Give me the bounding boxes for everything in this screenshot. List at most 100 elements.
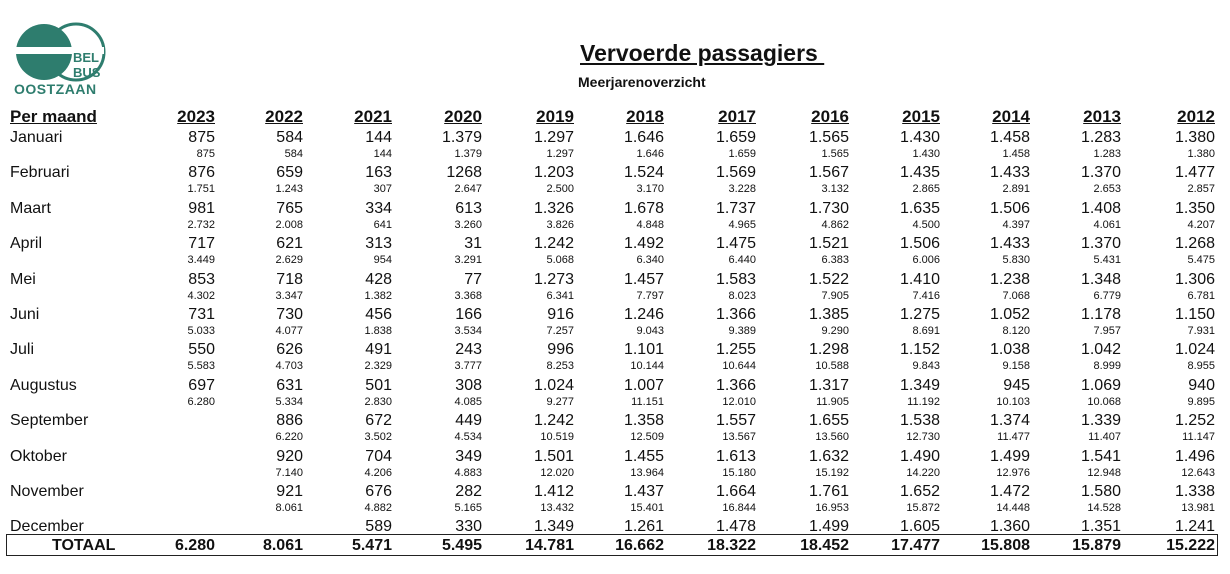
monthly-value-cell: 1.283 <box>1080 129 1121 146</box>
monthly-value-cell: 1.268 <box>1174 235 1215 253</box>
page-title: Vervoerde passagiers <box>580 40 825 66</box>
month-label: December <box>10 518 84 536</box>
monthly-value-cell: 996 <box>547 341 574 359</box>
monthly-value-cell: 166 <box>455 306 482 323</box>
cumulative-value-cell: 2.891 <box>1002 183 1030 196</box>
monthly-value-cell: 349 <box>455 447 482 465</box>
cumulative-value-cell: 7.257 <box>546 325 574 337</box>
monthly-value-cell: 1.380 <box>1174 129 1215 146</box>
cumulative-value-cell: 1.565 <box>821 148 849 160</box>
row-header-label: Per maand <box>10 107 97 126</box>
monthly-value-cell: 1.430 <box>899 129 940 146</box>
cumulative-value-cell: 7.931 <box>1187 325 1215 337</box>
cumulative-value-cell: 6.220 <box>275 431 303 444</box>
monthly-value-cell: 1.501 <box>533 447 574 465</box>
cumulative-value-cell: 9.895 <box>1187 395 1215 408</box>
total-value-cell: 17.477 <box>891 537 940 554</box>
monthly-value-cell: 1.385 <box>808 306 849 323</box>
cumulative-value-cell: 4.883 <box>454 466 482 479</box>
cumulative-value-cell: 2.830 <box>364 395 392 408</box>
cumulative-value-cell: 4.862 <box>821 218 849 231</box>
cumulative-value-cell: 14.528 <box>1087 502 1121 514</box>
monthly-value-cell: 1.583 <box>715 270 756 288</box>
monthly-value-cell: 1.490 <box>899 447 940 465</box>
cumulative-value-cell: 10.588 <box>815 360 849 373</box>
monthly-value-cell: 1.261 <box>623 518 664 536</box>
cumulative-value-cell: 9.389 <box>728 325 756 337</box>
monthly-value-cell: 1.477 <box>1174 164 1215 182</box>
monthly-value-cell: 717 <box>188 235 215 253</box>
cumulative-value-cell: 10.519 <box>540 431 574 444</box>
monthly-value-cell: 1.349 <box>533 518 574 536</box>
cumulative-value-cell: 13.981 <box>1181 502 1215 514</box>
monthly-value-cell: 1.635 <box>899 199 940 217</box>
cumulative-value-cell: 8.955 <box>1187 360 1215 373</box>
monthly-value-cell: 621 <box>276 235 303 253</box>
year-header-2012: 2012 <box>1177 107 1215 126</box>
total-label: TOTAAL <box>52 537 116 554</box>
cumulative-value-cell: 8.120 <box>1002 325 1030 337</box>
monthly-value-cell: 1.433 <box>989 164 1030 182</box>
cumulative-value-cell: 1.430 <box>912 148 940 160</box>
monthly-value-cell: 672 <box>365 412 392 430</box>
cumulative-value-cell: 11.407 <box>1088 431 1121 444</box>
cumulative-value-cell: 4.397 <box>1002 218 1030 231</box>
year-header-2018: 2018 <box>626 107 664 126</box>
cumulative-value-cell: 307 <box>373 183 392 196</box>
cumulative-value-cell: 1.379 <box>454 148 482 160</box>
cumulative-value-cell: 641 <box>373 218 392 231</box>
cumulative-value-cell: 16.844 <box>722 502 756 514</box>
cumulative-value-cell: 10.068 <box>1087 395 1121 408</box>
cumulative-value-cell: 3.132 <box>821 183 849 196</box>
monthly-value-cell: 1.410 <box>899 270 940 288</box>
monthly-value-cell: 144 <box>365 129 392 146</box>
cumulative-value-cell: 5.165 <box>454 502 482 514</box>
cumulative-value-cell: 9.043 <box>636 325 664 337</box>
monthly-value-cell: 1.580 <box>1080 483 1121 500</box>
monthly-value-cell: 1.241 <box>1174 518 1215 536</box>
monthly-value-cell: 1.761 <box>808 483 849 500</box>
monthly-value-cell: 730 <box>276 306 303 323</box>
monthly-value-cell: 1.348 <box>1080 270 1121 288</box>
monthly-value-cell: 1.524 <box>623 164 664 182</box>
year-header-2014: 2014 <box>992 107 1030 126</box>
monthly-value-cell: 282 <box>455 483 482 500</box>
monthly-value-cell: 1.379 <box>441 129 482 146</box>
cumulative-value-cell: 2.865 <box>912 183 940 196</box>
monthly-value-cell: 1.101 <box>623 341 664 359</box>
cumulative-value-cell: 7.416 <box>912 289 940 302</box>
monthly-value-cell: 981 <box>188 199 215 217</box>
cumulative-value-cell: 11.192 <box>907 395 940 408</box>
cumulative-value-cell: 584 <box>284 148 303 160</box>
total-value-cell: 18.322 <box>707 537 756 554</box>
cumulative-value-cell: 5.334 <box>275 395 303 408</box>
cumulative-value-cell: 8.253 <box>546 360 574 373</box>
monthly-value-cell: 718 <box>276 270 303 288</box>
monthly-value-cell: 1.298 <box>808 341 849 359</box>
cumulative-value-cell: 4.207 <box>1187 218 1215 231</box>
cumulative-value-cell: 4.302 <box>187 289 215 302</box>
month-label: Juni <box>10 306 40 323</box>
total-value-cell: 18.452 <box>800 537 849 554</box>
monthly-value-cell: 697 <box>188 376 215 394</box>
monthly-value-cell: 491 <box>365 341 392 359</box>
monthly-value-cell: 1.370 <box>1080 235 1121 253</box>
monthly-value-cell: 1.255 <box>715 341 756 359</box>
cumulative-value-cell: 1.838 <box>364 325 392 337</box>
cumulative-value-cell: 5.033 <box>187 325 215 337</box>
cumulative-value-cell: 9.277 <box>546 395 574 408</box>
page-subtitle: Meerjarenoverzicht <box>578 74 706 90</box>
cumulative-value-cell: 7.957 <box>1093 325 1121 337</box>
cumulative-value-cell: 5.431 <box>1093 254 1121 267</box>
monthly-value-cell: 1.252 <box>1174 412 1215 430</box>
total-row-box <box>6 534 1218 556</box>
monthly-value-cell: 1.652 <box>899 483 940 500</box>
total-value-cell: 5.495 <box>441 537 482 554</box>
cumulative-value-cell: 1.751 <box>187 183 215 196</box>
monthly-value-cell: 1.273 <box>533 270 574 288</box>
cumulative-value-cell: 875 <box>196 148 215 160</box>
monthly-value-cell: 1.178 <box>1080 306 1121 323</box>
monthly-value-cell: 1.496 <box>1174 447 1215 465</box>
monthly-value-cell: 940 <box>1188 376 1215 394</box>
cumulative-value-cell: 4.534 <box>454 431 482 444</box>
